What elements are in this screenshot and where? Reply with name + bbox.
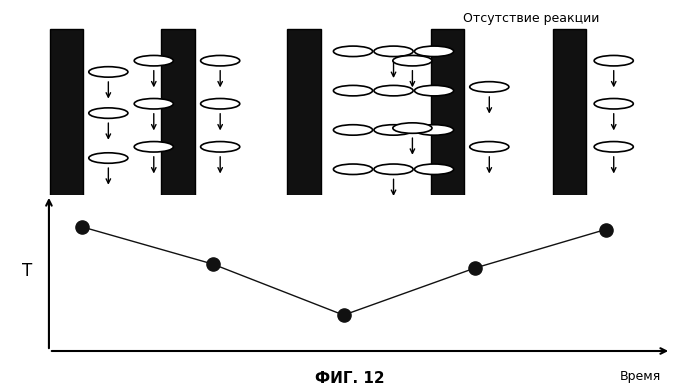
Circle shape [415,164,454,174]
Circle shape [134,99,173,109]
Circle shape [594,55,633,66]
Circle shape [594,142,633,152]
Point [76,223,87,230]
Circle shape [470,82,509,92]
Circle shape [415,125,454,135]
Bar [287,29,321,197]
Circle shape [333,85,373,96]
Point [207,261,218,267]
Point [600,226,611,232]
Circle shape [89,153,128,163]
Circle shape [374,164,413,174]
Circle shape [333,164,373,174]
Text: ФИГ. 12: ФИГ. 12 [315,371,384,386]
Text: Время: Время [619,370,661,383]
Circle shape [134,55,173,66]
Circle shape [374,85,413,96]
Point [338,312,350,318]
Bar [553,29,586,197]
Circle shape [201,142,240,152]
Circle shape [415,85,454,96]
Circle shape [415,46,454,57]
Circle shape [333,125,373,135]
Circle shape [89,67,128,77]
Circle shape [393,123,432,133]
Point [469,265,480,271]
Text: Отсутствие реакции: Отсутствие реакции [463,12,600,25]
Circle shape [333,46,373,57]
Circle shape [374,46,413,57]
Circle shape [470,142,509,152]
Circle shape [89,108,128,118]
Circle shape [201,55,240,66]
Circle shape [374,125,413,135]
Circle shape [393,55,432,66]
Bar [161,29,195,197]
Bar [431,29,464,197]
Circle shape [594,99,633,109]
Circle shape [201,99,240,109]
Circle shape [134,142,173,152]
Bar [50,29,83,197]
Text: T: T [22,262,31,280]
